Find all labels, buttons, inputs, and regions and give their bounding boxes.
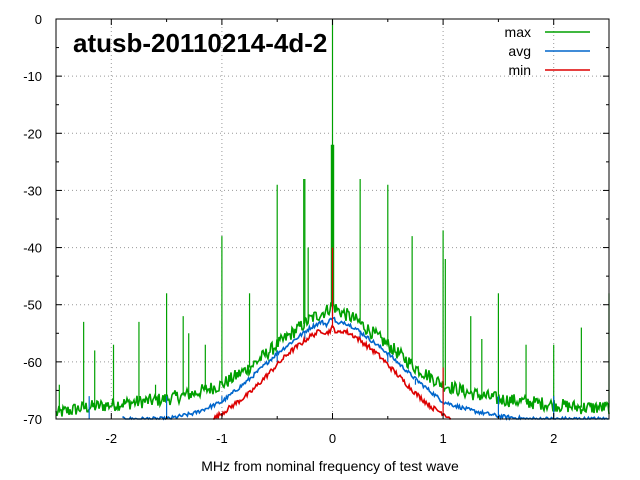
y-tick-label: 0 xyxy=(35,12,42,27)
legend-label-min: min xyxy=(508,62,531,78)
series-line-avg xyxy=(122,316,609,421)
legend: max avg min xyxy=(505,24,590,78)
y-tick-label: -70 xyxy=(23,412,42,427)
x-tick-label: -2 xyxy=(106,431,118,446)
x-axis-label: MHz from nominal frequency of test wave xyxy=(201,458,459,474)
x-tick-label: 0 xyxy=(329,431,336,446)
y-tick-label: -20 xyxy=(23,126,42,141)
y-tick-label: -60 xyxy=(23,355,42,370)
legend-label-avg: avg xyxy=(508,43,531,59)
series-min xyxy=(213,247,452,421)
y-tick-label: -40 xyxy=(23,241,42,256)
legend-label-max: max xyxy=(505,24,531,40)
chart-title: atusb-20110214-4d-2 xyxy=(73,28,327,58)
x-tick-label: 1 xyxy=(439,431,446,446)
y-tick-label: -30 xyxy=(23,183,42,198)
y-tick-label: -50 xyxy=(23,298,42,313)
x-tick-label: 2 xyxy=(550,431,557,446)
series-max xyxy=(55,19,610,417)
ticks: 0-10-20-30-40-50-60-70-2 -1 0 1 2 xyxy=(23,12,610,446)
y-tick-label: -10 xyxy=(23,69,42,84)
x-tick-label: -1 xyxy=(216,431,228,446)
